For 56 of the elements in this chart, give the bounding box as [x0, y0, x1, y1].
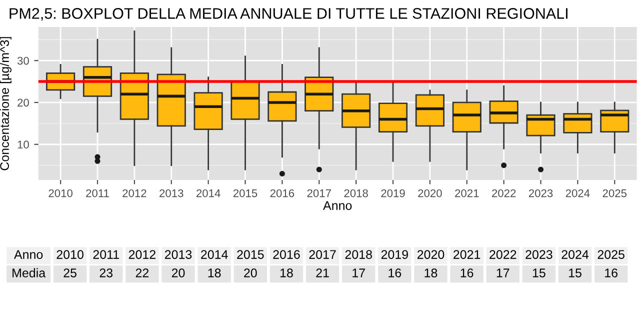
text: 20 — [172, 268, 185, 278]
category-label: 2018 — [345, 250, 372, 259]
text: 23 — [100, 268, 113, 278]
x-tick-label: 2024 — [566, 189, 590, 198]
y-tick-label: 20 — [18, 98, 29, 107]
x-tick-label: 2017 — [307, 189, 331, 198]
category-label: 2024 — [562, 250, 589, 259]
category-label: 2010 — [56, 250, 84, 259]
text: 21 — [316, 268, 329, 278]
category-label: 2017 — [309, 250, 336, 259]
category-label: 2025 — [598, 250, 624, 259]
text: 15 — [532, 268, 546, 278]
text: 25 — [64, 268, 76, 278]
y-tick-label: 10 — [18, 140, 29, 149]
x-tick-label: 2025 — [602, 189, 627, 198]
x-tick-label: 2019 — [381, 189, 405, 198]
text: 18 — [208, 268, 221, 278]
x-tick-label: 2022 — [492, 189, 516, 198]
category-label: 2012 — [128, 250, 156, 259]
x-tick-label: 2011 — [86, 189, 109, 198]
x-tick-label: 2018 — [344, 189, 368, 198]
x-tick-label: 2012 — [122, 189, 146, 198]
category-label: 2014 — [201, 250, 228, 259]
category-label: 2023 — [526, 250, 552, 259]
text: Media — [12, 268, 46, 278]
y-axis-title: Concentazione [µg/m^3] — [0, 37, 12, 170]
category-label: 2013 — [164, 250, 192, 259]
text: Anno — [14, 250, 43, 259]
text: 16 — [388, 268, 402, 278]
text: 17 — [352, 268, 365, 278]
x-tick-label: 2020 — [418, 189, 442, 198]
text: 20 — [244, 268, 257, 278]
text: 15 — [569, 268, 582, 278]
x-axis-title: Anno — [323, 201, 352, 210]
x-tick-label: 2013 — [160, 189, 184, 198]
category-label: 2020 — [417, 250, 444, 259]
category-label: 2015 — [237, 250, 264, 259]
x-tick-label: 2014 — [196, 189, 220, 198]
text: 18 — [280, 268, 293, 278]
x-tick-label: 2023 — [528, 189, 553, 198]
x-tick-label: 2021 — [455, 189, 479, 198]
x-tick-label: 2015 — [233, 189, 258, 198]
text: 16 — [460, 268, 474, 278]
text: 22 — [136, 268, 149, 278]
text: 18 — [424, 268, 438, 278]
category-label: 2011 — [93, 250, 119, 259]
chart-title: PM2,5: BOXPLOT DELLA MEDIA ANNUALE DI TUTTE LE STAZIONI REGIONALI — [10, 8, 568, 21]
text: 16 — [605, 268, 618, 278]
category-label: 2019 — [381, 250, 408, 259]
category-label: 2021 — [454, 250, 480, 259]
text: 17 — [496, 268, 510, 278]
category-label: 2016 — [273, 250, 300, 259]
x-tick-label: 2010 — [48, 189, 72, 198]
x-tick-label: 2016 — [270, 189, 294, 198]
category-label: 2022 — [490, 250, 516, 259]
y-tick-label: 30 — [17, 56, 29, 65]
